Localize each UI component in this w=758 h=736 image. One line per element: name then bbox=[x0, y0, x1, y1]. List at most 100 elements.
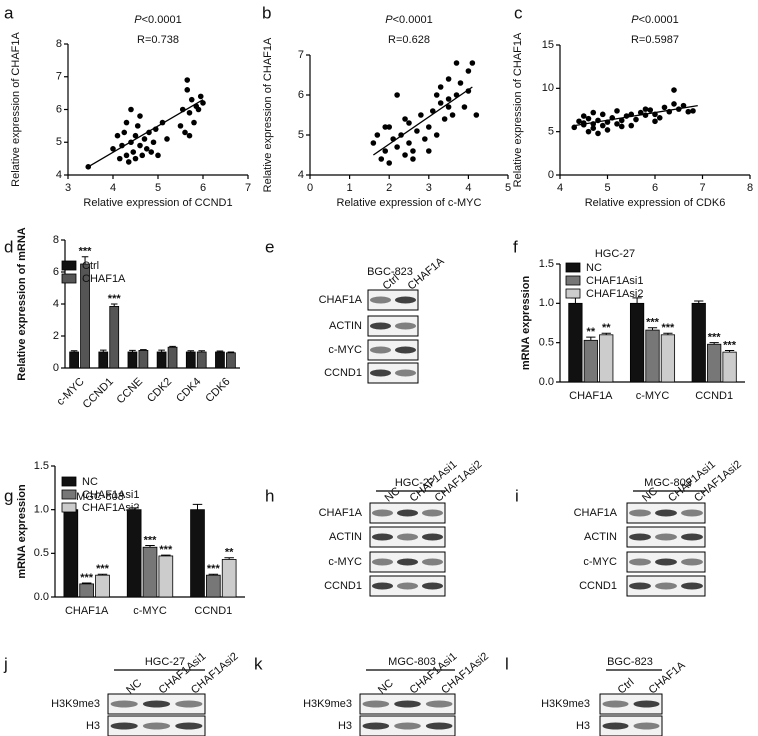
error-bar bbox=[601, 332, 611, 335]
x-tick-label: 3 bbox=[426, 182, 432, 194]
r-value: R=0.738 bbox=[137, 34, 179, 46]
p-label: P bbox=[385, 14, 393, 26]
significance: *** bbox=[207, 563, 221, 575]
significance: *** bbox=[108, 293, 122, 305]
p-label: P bbox=[134, 14, 142, 26]
bar bbox=[138, 349, 149, 369]
x-tick-label: 4 bbox=[465, 182, 471, 194]
scatter-point bbox=[394, 92, 400, 98]
panel-letter: d bbox=[4, 237, 13, 256]
x-tick-label: 5 bbox=[505, 182, 511, 194]
scatter-point bbox=[110, 146, 116, 152]
error-bar bbox=[110, 303, 118, 307]
y-tick-label: 7 bbox=[298, 49, 304, 61]
band bbox=[395, 369, 416, 377]
band bbox=[681, 533, 703, 541]
y-tick-label: 4 bbox=[298, 169, 304, 181]
x-tick-label: CCND1 bbox=[194, 605, 232, 617]
bar bbox=[127, 351, 138, 369]
band bbox=[175, 700, 203, 708]
p-number: <0.0001 bbox=[639, 14, 679, 26]
error-bar bbox=[97, 573, 108, 576]
scatter-point bbox=[647, 107, 654, 113]
scatter-point bbox=[433, 132, 440, 138]
p-label: P bbox=[631, 14, 639, 26]
scatter-point bbox=[580, 113, 587, 119]
x-tick-label: 0 bbox=[307, 182, 313, 194]
error-bar bbox=[632, 297, 642, 304]
band bbox=[629, 582, 651, 590]
x-tick-label: 5 bbox=[604, 182, 610, 194]
bar bbox=[660, 334, 676, 383]
error-bar bbox=[208, 573, 219, 576]
scatter-point bbox=[652, 118, 658, 125]
row-label: H3K9me3 bbox=[541, 698, 590, 710]
bar bbox=[126, 509, 142, 598]
error-bar bbox=[694, 300, 704, 304]
error-bar bbox=[161, 554, 171, 556]
scatter-point bbox=[576, 118, 582, 125]
blot-title: MGC-803 bbox=[388, 656, 436, 668]
error-bar bbox=[187, 350, 195, 352]
band bbox=[422, 582, 443, 590]
scatter-point bbox=[125, 159, 132, 165]
scatter-point bbox=[132, 132, 139, 139]
bar bbox=[109, 305, 120, 369]
scatter-point bbox=[188, 96, 195, 103]
x-tick-label: CHAF1A bbox=[569, 390, 613, 402]
blot-frame bbox=[367, 339, 419, 361]
scatter-point bbox=[128, 106, 134, 113]
panel-title: HGC-27 bbox=[595, 248, 635, 260]
scatter-point bbox=[123, 152, 130, 159]
band bbox=[681, 558, 703, 566]
panel-letter: b bbox=[262, 3, 271, 22]
scatter-point bbox=[143, 146, 150, 152]
scatter-point bbox=[426, 148, 432, 154]
scatter-point bbox=[114, 132, 121, 139]
significance: *** bbox=[96, 563, 110, 575]
bar bbox=[95, 574, 110, 598]
error-bar bbox=[709, 342, 719, 345]
bar bbox=[79, 583, 94, 598]
band bbox=[602, 700, 629, 708]
band bbox=[397, 558, 418, 566]
y-axis-label: Relative expression of mRNA bbox=[16, 227, 28, 380]
scatter-point bbox=[445, 104, 452, 110]
blot-title: HGC-27 bbox=[395, 477, 435, 489]
bar bbox=[98, 351, 109, 369]
scatter-point bbox=[690, 108, 696, 114]
blot-frame bbox=[367, 289, 419, 311]
error-bar bbox=[129, 349, 136, 352]
scatter-point bbox=[590, 125, 597, 131]
y-tick-label: 8 bbox=[56, 38, 62, 50]
significance: ** bbox=[225, 547, 234, 559]
error-bar bbox=[224, 557, 234, 560]
p-number: <0.0001 bbox=[142, 14, 182, 26]
scatter-point bbox=[426, 124, 432, 130]
band bbox=[681, 509, 703, 517]
bar bbox=[196, 351, 207, 369]
y-tick-label: 1.0 bbox=[539, 297, 554, 309]
scatter-point bbox=[386, 160, 393, 166]
scatter-point bbox=[618, 123, 625, 130]
band bbox=[629, 509, 651, 517]
band bbox=[397, 582, 418, 590]
scatter-point bbox=[642, 106, 649, 112]
scatter-point bbox=[429, 108, 436, 114]
scatter-point bbox=[148, 149, 155, 155]
scatter-point bbox=[406, 140, 412, 146]
scatter-point bbox=[449, 112, 456, 118]
band bbox=[655, 558, 677, 566]
legend-label: CHAF1Asi2 bbox=[82, 502, 139, 514]
row-label: H3K9me3 bbox=[303, 698, 352, 710]
scatter-point bbox=[445, 76, 452, 82]
legend-label: Ctrl bbox=[82, 260, 99, 272]
bar bbox=[568, 302, 583, 383]
y-tick-label: 7 bbox=[56, 71, 62, 83]
scatter-point bbox=[595, 130, 601, 137]
error-bar bbox=[140, 349, 147, 351]
scatter-point bbox=[141, 136, 148, 142]
error-bar bbox=[100, 349, 107, 352]
significance: *** bbox=[159, 544, 173, 556]
y-tick-label: 6 bbox=[56, 103, 62, 115]
